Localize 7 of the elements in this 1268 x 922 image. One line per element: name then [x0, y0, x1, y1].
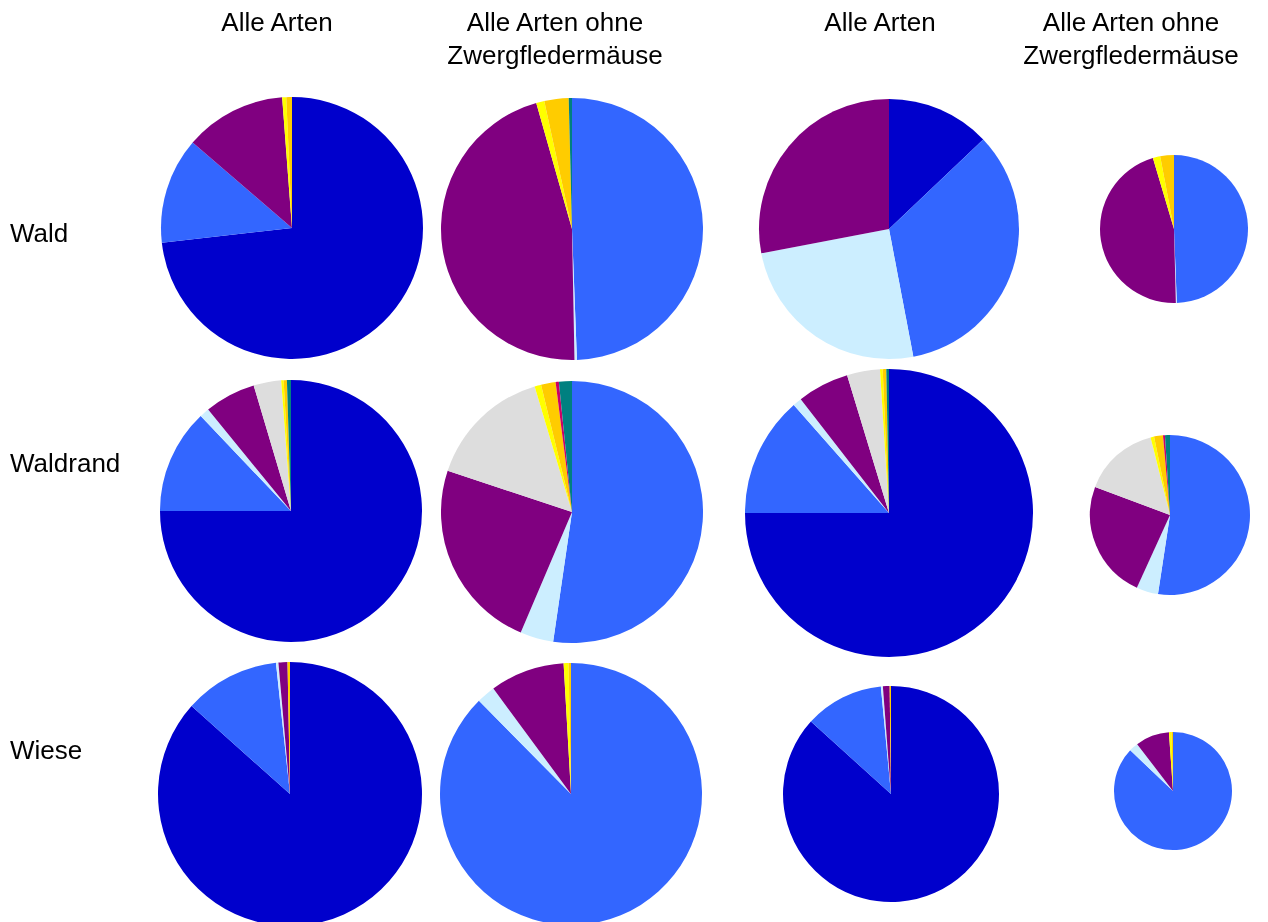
- text: Wald: [10, 218, 69, 249]
- chart-title: Alle Arten: [823, 6, 937, 39]
- chart-title: Alle Arten ohne Zwergfledermäuse: [1022, 6, 1240, 72]
- text: Waldrand: [10, 448, 121, 479]
- text: Wiese: [10, 735, 83, 766]
- chart-title: Alle Arten ohne Zwergfledermäuse: [446, 6, 664, 72]
- chart-title: Alle Arten: [220, 6, 334, 39]
